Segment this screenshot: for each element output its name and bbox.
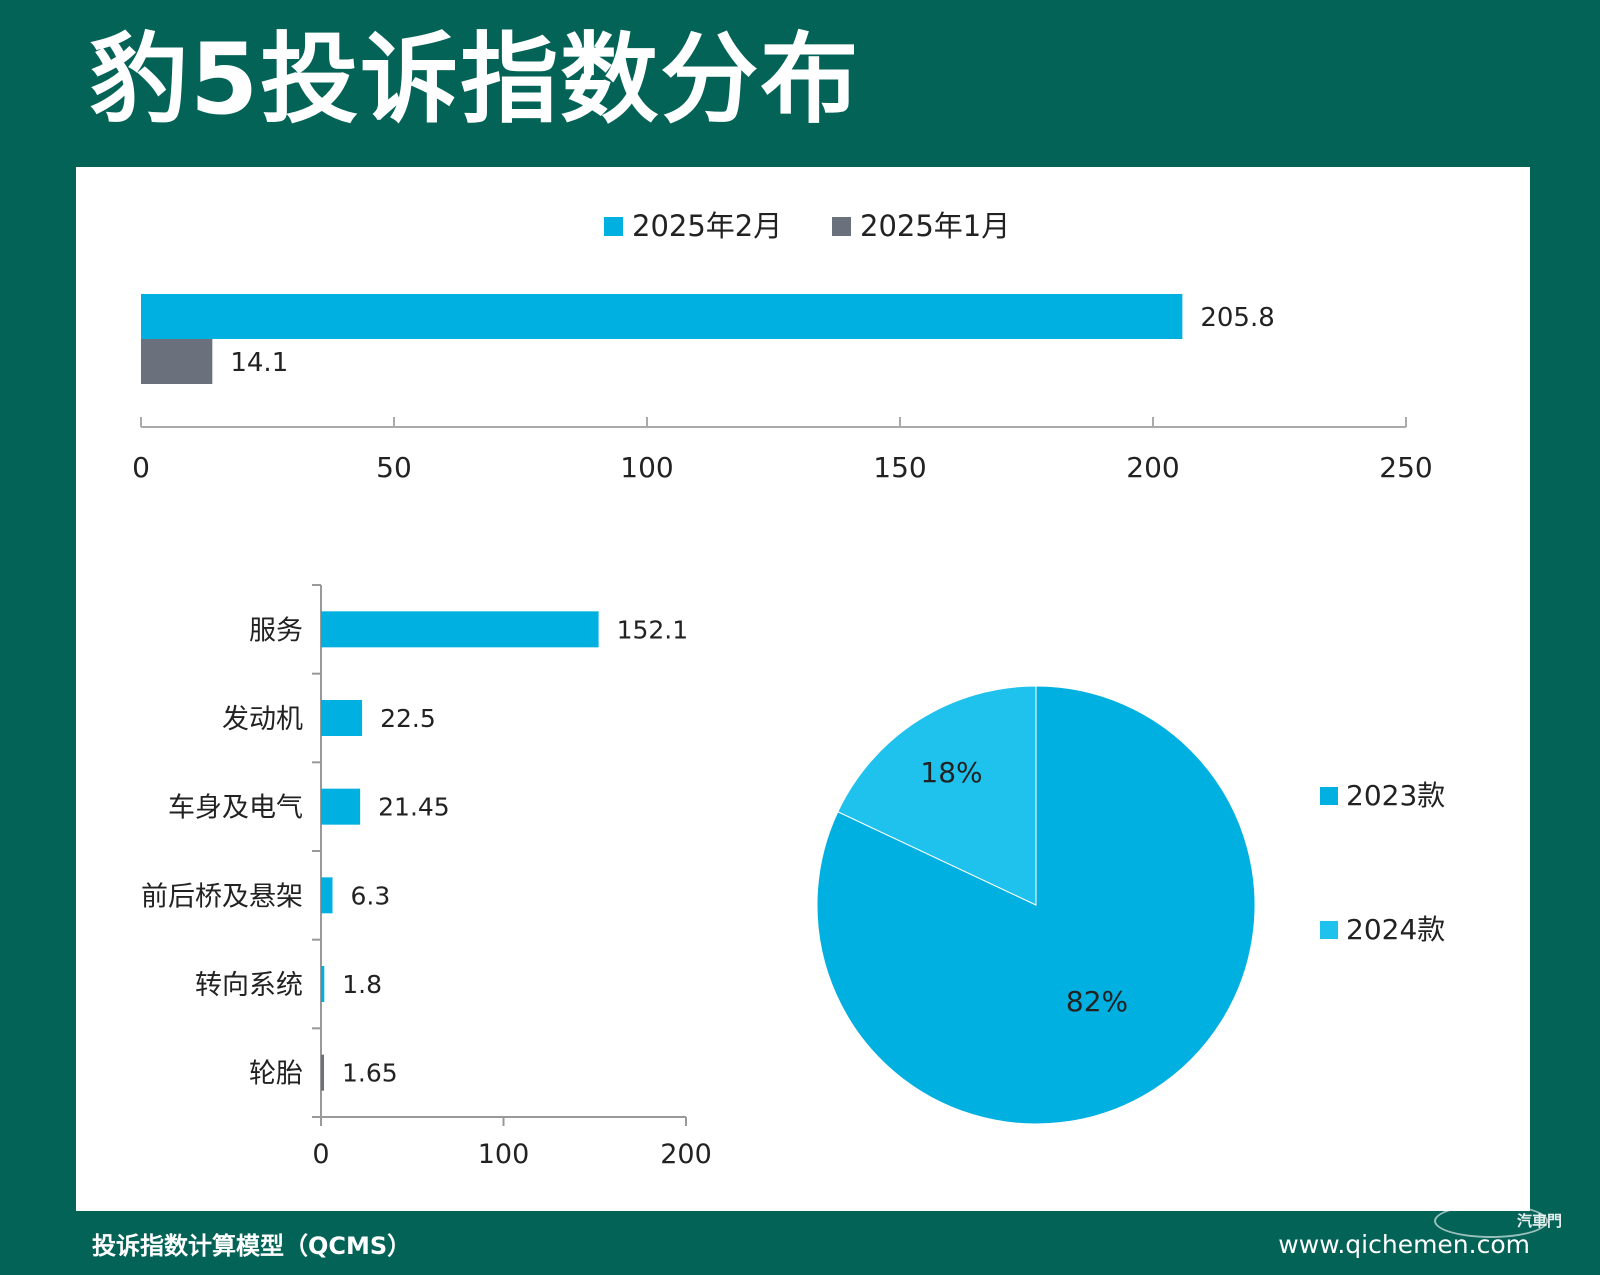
category-value-4: 6.3 xyxy=(350,881,390,910)
category-bar-3 xyxy=(321,788,361,825)
pie-legend-label-2: 2024款 xyxy=(1346,913,1445,946)
category-bar-2 xyxy=(321,700,363,736)
category-label-2: 发动机 xyxy=(222,704,303,735)
page-title: 豹5投诉指数分布 xyxy=(90,23,861,137)
pie-slice-2 xyxy=(837,685,1037,906)
category-bar-5 xyxy=(321,966,325,1002)
x-tick-label-6: 250 xyxy=(1379,451,1432,484)
category-label-4: 前后桥及悬架 xyxy=(141,881,303,912)
chart-canvas: 2025年2月 2025年1月 205.8 14.1 0 50 100 150 200 250 服务… xyxy=(132,209,1445,1170)
category-label-5: 转向系统 xyxy=(195,970,303,1001)
chart-panel: 2025年2月 2025年1月 205.8 14.1 0 50 100 150 200 250 服务… xyxy=(76,167,1530,1211)
category-label-6: 轮胎 xyxy=(249,1059,303,1090)
category-value-6: 1.65 xyxy=(342,1059,398,1088)
pie-legend-swatch-1 xyxy=(1320,787,1338,805)
legend-swatch-2 xyxy=(832,217,851,236)
legend-swatch-1 xyxy=(604,217,623,236)
bar-1 xyxy=(141,294,1183,339)
bar-2 xyxy=(141,339,213,384)
x2-tick-label-1: 0 xyxy=(312,1139,329,1170)
x-tick-label-5: 200 xyxy=(1126,451,1179,484)
category-label-3: 车身及电气 xyxy=(168,793,303,824)
x-tick-label-4: 150 xyxy=(873,451,926,484)
x-tick-label-3: 100 xyxy=(620,451,673,484)
category-value-3: 21.45 xyxy=(378,793,450,822)
category-bar-4 xyxy=(321,877,333,914)
data-label-1: 205.8 xyxy=(1200,303,1274,333)
footer-source: 投诉指数计算模型（QCMS） xyxy=(92,1232,412,1260)
legend-label-1: 2025年2月 xyxy=(632,209,782,243)
pie-legend-swatch-2 xyxy=(1320,921,1338,939)
category-label-1: 服务 xyxy=(249,615,303,646)
x2-tick-label-2: 100 xyxy=(478,1139,530,1170)
pie-legend-label-1: 2023款 xyxy=(1346,779,1445,812)
site-logo: 汽車門 xyxy=(1516,1212,1562,1230)
x-tick-label-2: 50 xyxy=(376,451,412,484)
category-value-2: 22.5 xyxy=(380,704,436,733)
category-bar-6 xyxy=(321,1054,325,1091)
data-label-2: 14.1 xyxy=(230,348,288,378)
pie-label-1: 82% xyxy=(1066,985,1128,1018)
legend-label-2: 2025年1月 xyxy=(860,209,1010,243)
category-value-1: 152.1 xyxy=(617,615,689,644)
logo-ring-icon xyxy=(1434,1204,1548,1238)
x-tick-label-1: 0 xyxy=(132,451,150,484)
pie-label-2: 18% xyxy=(920,756,982,789)
category-bar-1 xyxy=(321,611,599,648)
category-value-5: 1.8 xyxy=(342,970,382,999)
x2-tick-label-3: 200 xyxy=(660,1139,712,1170)
